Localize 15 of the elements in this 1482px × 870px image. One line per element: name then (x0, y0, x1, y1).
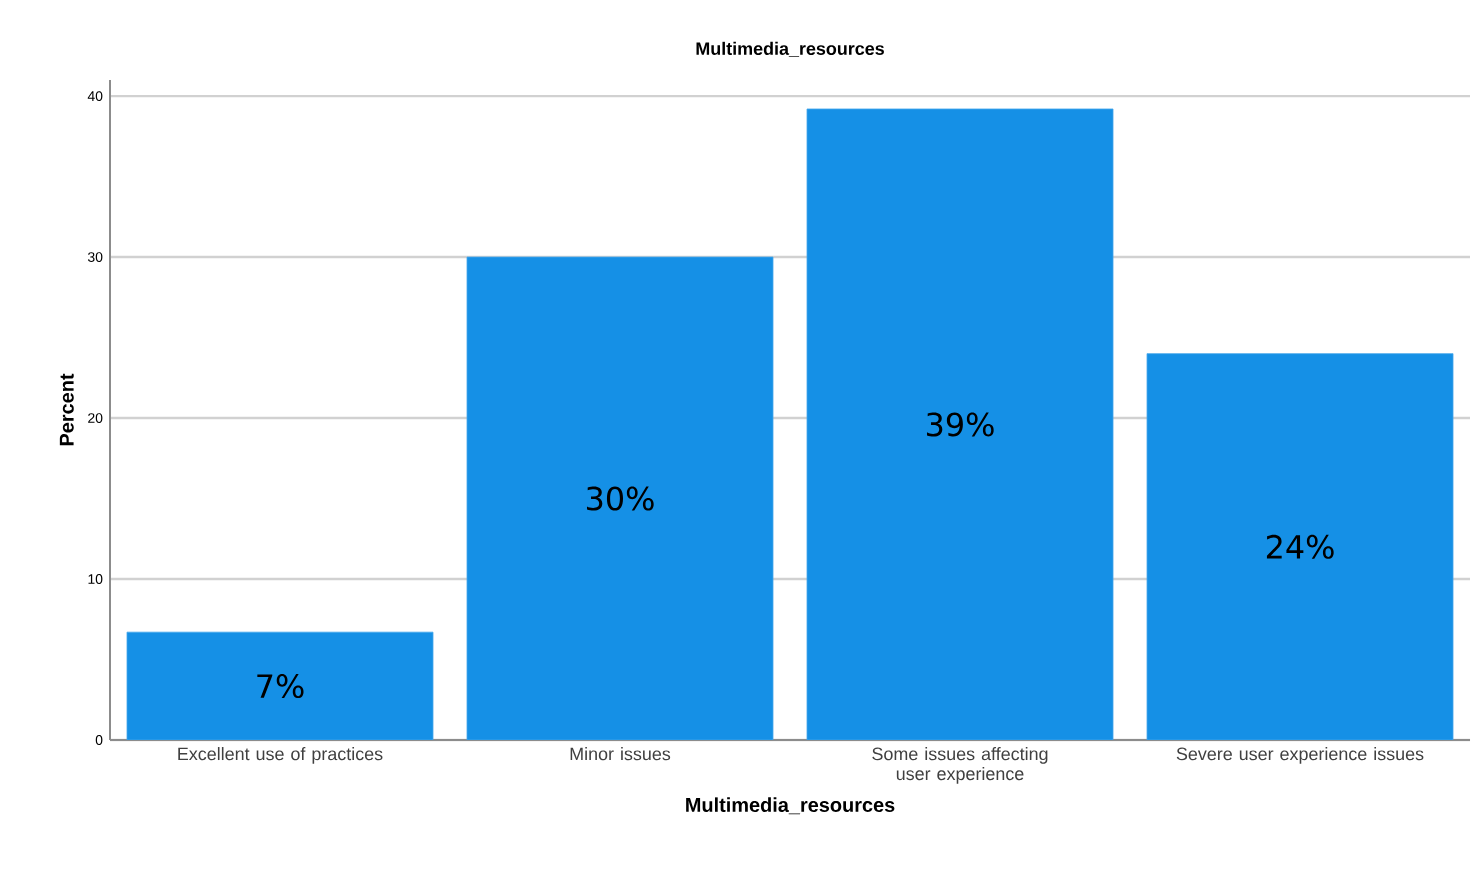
x-tick-label: Minor issues (570, 747, 671, 761)
bar (1146, 353, 1454, 740)
x-tick-label: Severe user experience issues (1176, 747, 1424, 764)
data-label: 24% (1266, 534, 1334, 559)
data-label: 7% (257, 674, 304, 699)
x-axis-title: Multimedia_resources (686, 797, 895, 815)
chart-title: Multimedia_resources (696, 41, 884, 57)
bar (126, 631, 434, 740)
x-tick-label: Excellent use of practices (178, 747, 383, 764)
x-tick-label: Some issues affecting user experience (872, 747, 1048, 784)
y-axis-title: Percent (59, 373, 74, 446)
data-label: 30% (587, 486, 654, 511)
bar (806, 108, 1114, 740)
data-label: 39% (927, 412, 994, 437)
bar (466, 256, 774, 740)
